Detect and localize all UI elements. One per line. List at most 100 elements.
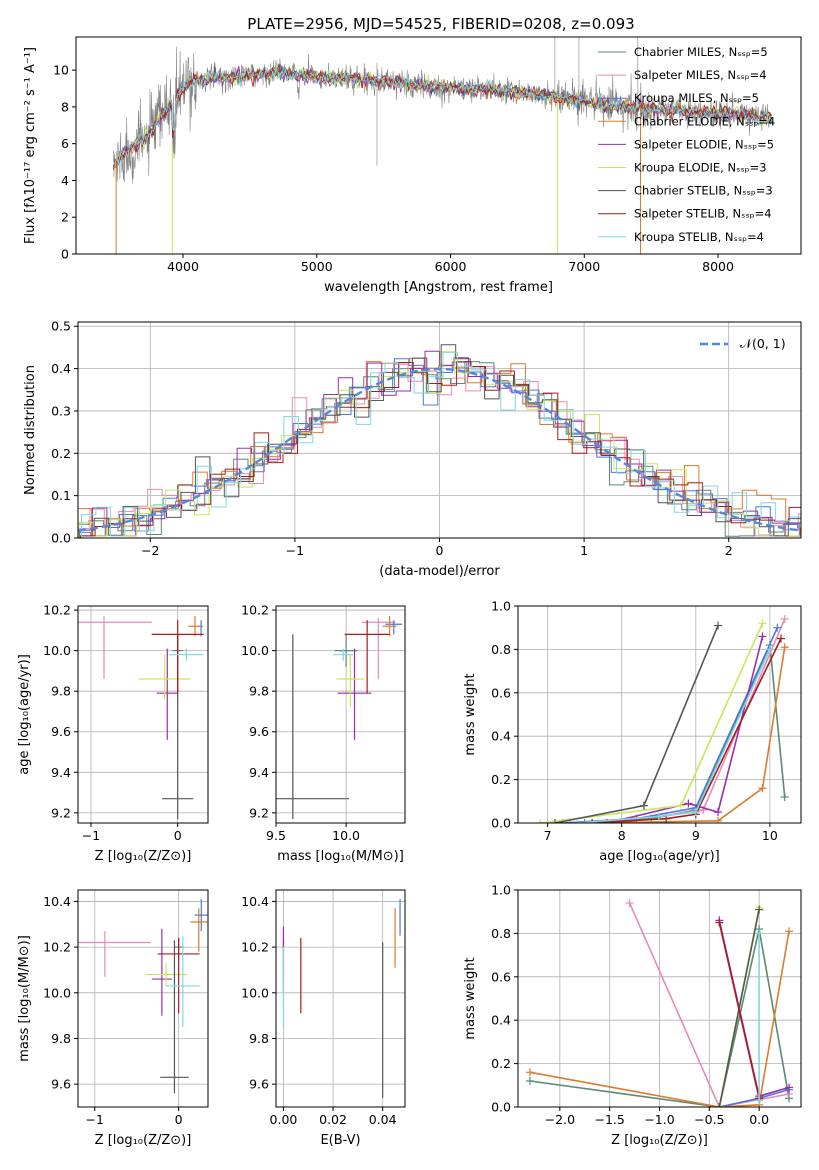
y-tick-label: 10 — [53, 63, 69, 78]
y-tick-label: 0.4 — [51, 361, 71, 376]
legend-label: Kroupa ELODIE, Nₛₛₚ=3 — [634, 161, 767, 175]
y-tick-label: 0.0 — [491, 816, 511, 831]
chart-mass_weight_vs_Z: −2.0 −1.5 −1.0 −0.5 0.0 0.0 0.2 0.4 0.6 0.8 1.0 Z [… — [463, 883, 802, 1148]
plot-area — [78, 899, 208, 1094]
weight-line-chabrier_elodie — [529, 931, 790, 1107]
weight-line-kroupa_stelib — [577, 649, 771, 823]
legend-label: Salpeter ELODIE, Nₛₛₚ=5 — [634, 137, 774, 151]
y-tick-label: 0.1 — [51, 488, 71, 503]
y-tick-label: 0.8 — [491, 926, 511, 941]
histogram-salpeter_elodie — [78, 350, 801, 538]
y-tick-label: 1.0 — [491, 599, 511, 614]
x-tick-label: −1.5 — [594, 1112, 624, 1127]
y-tick-label: 9.2 — [249, 805, 269, 820]
y-tick-label: 0.2 — [491, 772, 511, 787]
histogram-chabrier_elodie — [78, 357, 801, 537]
y-tick-label: 9.2 — [51, 805, 71, 820]
y-tick-label: 9.8 — [249, 684, 269, 699]
y-tick-label: 0.6 — [491, 685, 511, 700]
histogram-salpeter_miles — [78, 363, 801, 537]
y-tick-label: 2 — [61, 210, 69, 225]
y-tick-label: 10.0 — [43, 985, 71, 1000]
y-tick-label: 9.6 — [51, 1077, 71, 1092]
x-tick-label: −1 — [86, 1112, 104, 1127]
y-tick-label: 10.2 — [241, 603, 269, 618]
y-axis-label: Normed distribution — [23, 365, 38, 495]
y-tick-label: 0.2 — [51, 446, 71, 461]
weight-line-chabrier_elodie — [592, 647, 786, 823]
y-tick-label: 9.8 — [51, 1031, 71, 1046]
legend-label: Chabrier STELIB, Nₛₛₚ=3 — [634, 184, 773, 198]
axes-frame: 𝒩(0, 1) −2 −1 0 1 2 0.0 0.1 0.2 0.3 0.4 0.5 (data-mo… — [23, 319, 802, 579]
figure-title: PLATE=2956, MJD=54525, FIBERID=0208, z=0… — [247, 15, 634, 33]
x-axis-label: Z [log₁₀(Z/Z⊙)] — [611, 1133, 708, 1148]
y-tick-label: 0 — [61, 247, 69, 262]
x-tick-label: 2 — [725, 543, 733, 558]
y-tick-label: 9.4 — [249, 765, 269, 780]
axes-border — [77, 889, 209, 1108]
plot-area — [282, 899, 401, 1098]
x-axis-label: mass [log₁₀(M/M⊙)] — [277, 849, 404, 864]
y-tick-label: 10.4 — [43, 894, 71, 909]
y-tick-label: 0.6 — [491, 969, 511, 984]
x-axis-label: Z [log₁₀(Z/Z⊙)] — [95, 849, 192, 864]
plot-area — [525, 899, 794, 1107]
weight-line-kroupa_elodie — [540, 623, 764, 823]
x-tick-label: 8000 — [702, 259, 734, 274]
axes-frame: 9.5 10.0 9.2 9.4 9.6 9.8 10.0 10.2 mass [log₁₀(M… — [241, 603, 406, 864]
axes-border — [77, 605, 209, 824]
x-axis-label: (data-model)/error — [379, 564, 500, 579]
weight-line-salpeter_miles — [628, 902, 790, 1107]
model-spectrum-kroupa_stelib — [113, 67, 772, 165]
x-axis-label: age [log₁₀(age/yr)] — [599, 849, 720, 864]
legend: Chabrier MILES, Nₛₛₚ=5 Salpeter MILES, Nₛ… — [598, 45, 775, 244]
weight-line-salpeter_stelib — [592, 638, 782, 823]
y-tick-label: 9.8 — [51, 684, 71, 699]
x-tick-label: −1 — [82, 828, 100, 843]
y-tick-label: 10.2 — [43, 940, 71, 955]
x-tick-label: 6000 — [435, 259, 467, 274]
x-tick-label: 9 — [692, 828, 700, 843]
y-tick-label: 8 — [61, 99, 69, 114]
y-axis-label: age [log₁₀(age/yr)] — [17, 654, 32, 775]
y-tick-label: 9.6 — [249, 1077, 269, 1092]
y-axis-label: mass [log₁₀(M/M⊙)] — [17, 935, 32, 1062]
y-tick-label: 0.5 — [51, 319, 71, 334]
legend-label: Kroupa STELIB, Nₛₛₚ=4 — [634, 230, 764, 244]
legend-label: Salpeter STELIB, Nₛₛₚ=4 — [634, 207, 772, 221]
x-tick-label: 1 — [580, 543, 588, 558]
x-tick-label: 0.04 — [369, 1112, 397, 1127]
plot-area — [78, 344, 801, 538]
plot-area — [113, 37, 772, 254]
chart-mass_weight_vs_age: 7 8 9 10 0.0 0.2 0.4 0.6 0.8 1.0 age [log₁₀(age/yr… — [463, 599, 802, 864]
x-tick-label: 7000 — [568, 259, 600, 274]
weight-line-salpeter_stelib — [718, 922, 760, 1099]
axes-border — [517, 605, 802, 824]
x-axis-label: Z [log₁₀(Z/Z⊙)] — [95, 1133, 192, 1148]
histogram-kroupa_stelib — [80, 351, 801, 538]
x-tick-label: 8 — [618, 828, 626, 843]
x-tick-label: 0.00 — [270, 1112, 298, 1127]
axes-frame: 0.00 0.02 0.04 9.6 9.8 10.0 10.2 10.4 E(B-V) — [241, 889, 406, 1148]
y-tick-label: 10.2 — [241, 940, 269, 955]
chart-spectrum: Chabrier MILES, Nₛₛₚ=5 Salpeter MILES, Nₛ… — [23, 36, 802, 295]
axes-frame: −2.0 −1.5 −1.0 −0.5 0.0 0.0 0.2 0.4 0.6 0.8 1.0 Z [… — [463, 883, 802, 1148]
chart-layer: Chabrier MILES, Nₛₛₚ=5 Salpeter MILES, Nₛ… — [17, 36, 802, 1148]
axes-frame: 7 8 9 10 0.0 0.2 0.4 0.6 0.8 1.0 age [log₁₀(age/yr… — [463, 599, 802, 864]
legend-label: Salpeter MILES, Nₛₛₚ=4 — [634, 68, 767, 82]
weight-line-kroupa_miles — [562, 627, 779, 823]
y-tick-label: 0.2 — [491, 1056, 511, 1071]
y-tick-label: 4 — [61, 173, 69, 188]
x-axis-label: E(B-V) — [320, 1133, 360, 1148]
x-tick-label: 4000 — [167, 259, 199, 274]
legend-label: Chabrier MILES, Nₛₛₚ=5 — [634, 45, 768, 59]
x-tick-label: 9.5 — [266, 828, 286, 843]
x-tick-label: 0.0 — [749, 1112, 769, 1127]
y-tick-label: 10.0 — [241, 985, 269, 1000]
plot-area — [276, 616, 403, 819]
normal-curve — [78, 367, 799, 532]
histogram-salpeter_stelib — [80, 361, 801, 538]
y-tick-label: 0.4 — [491, 729, 511, 744]
x-tick-label: 7 — [544, 828, 552, 843]
